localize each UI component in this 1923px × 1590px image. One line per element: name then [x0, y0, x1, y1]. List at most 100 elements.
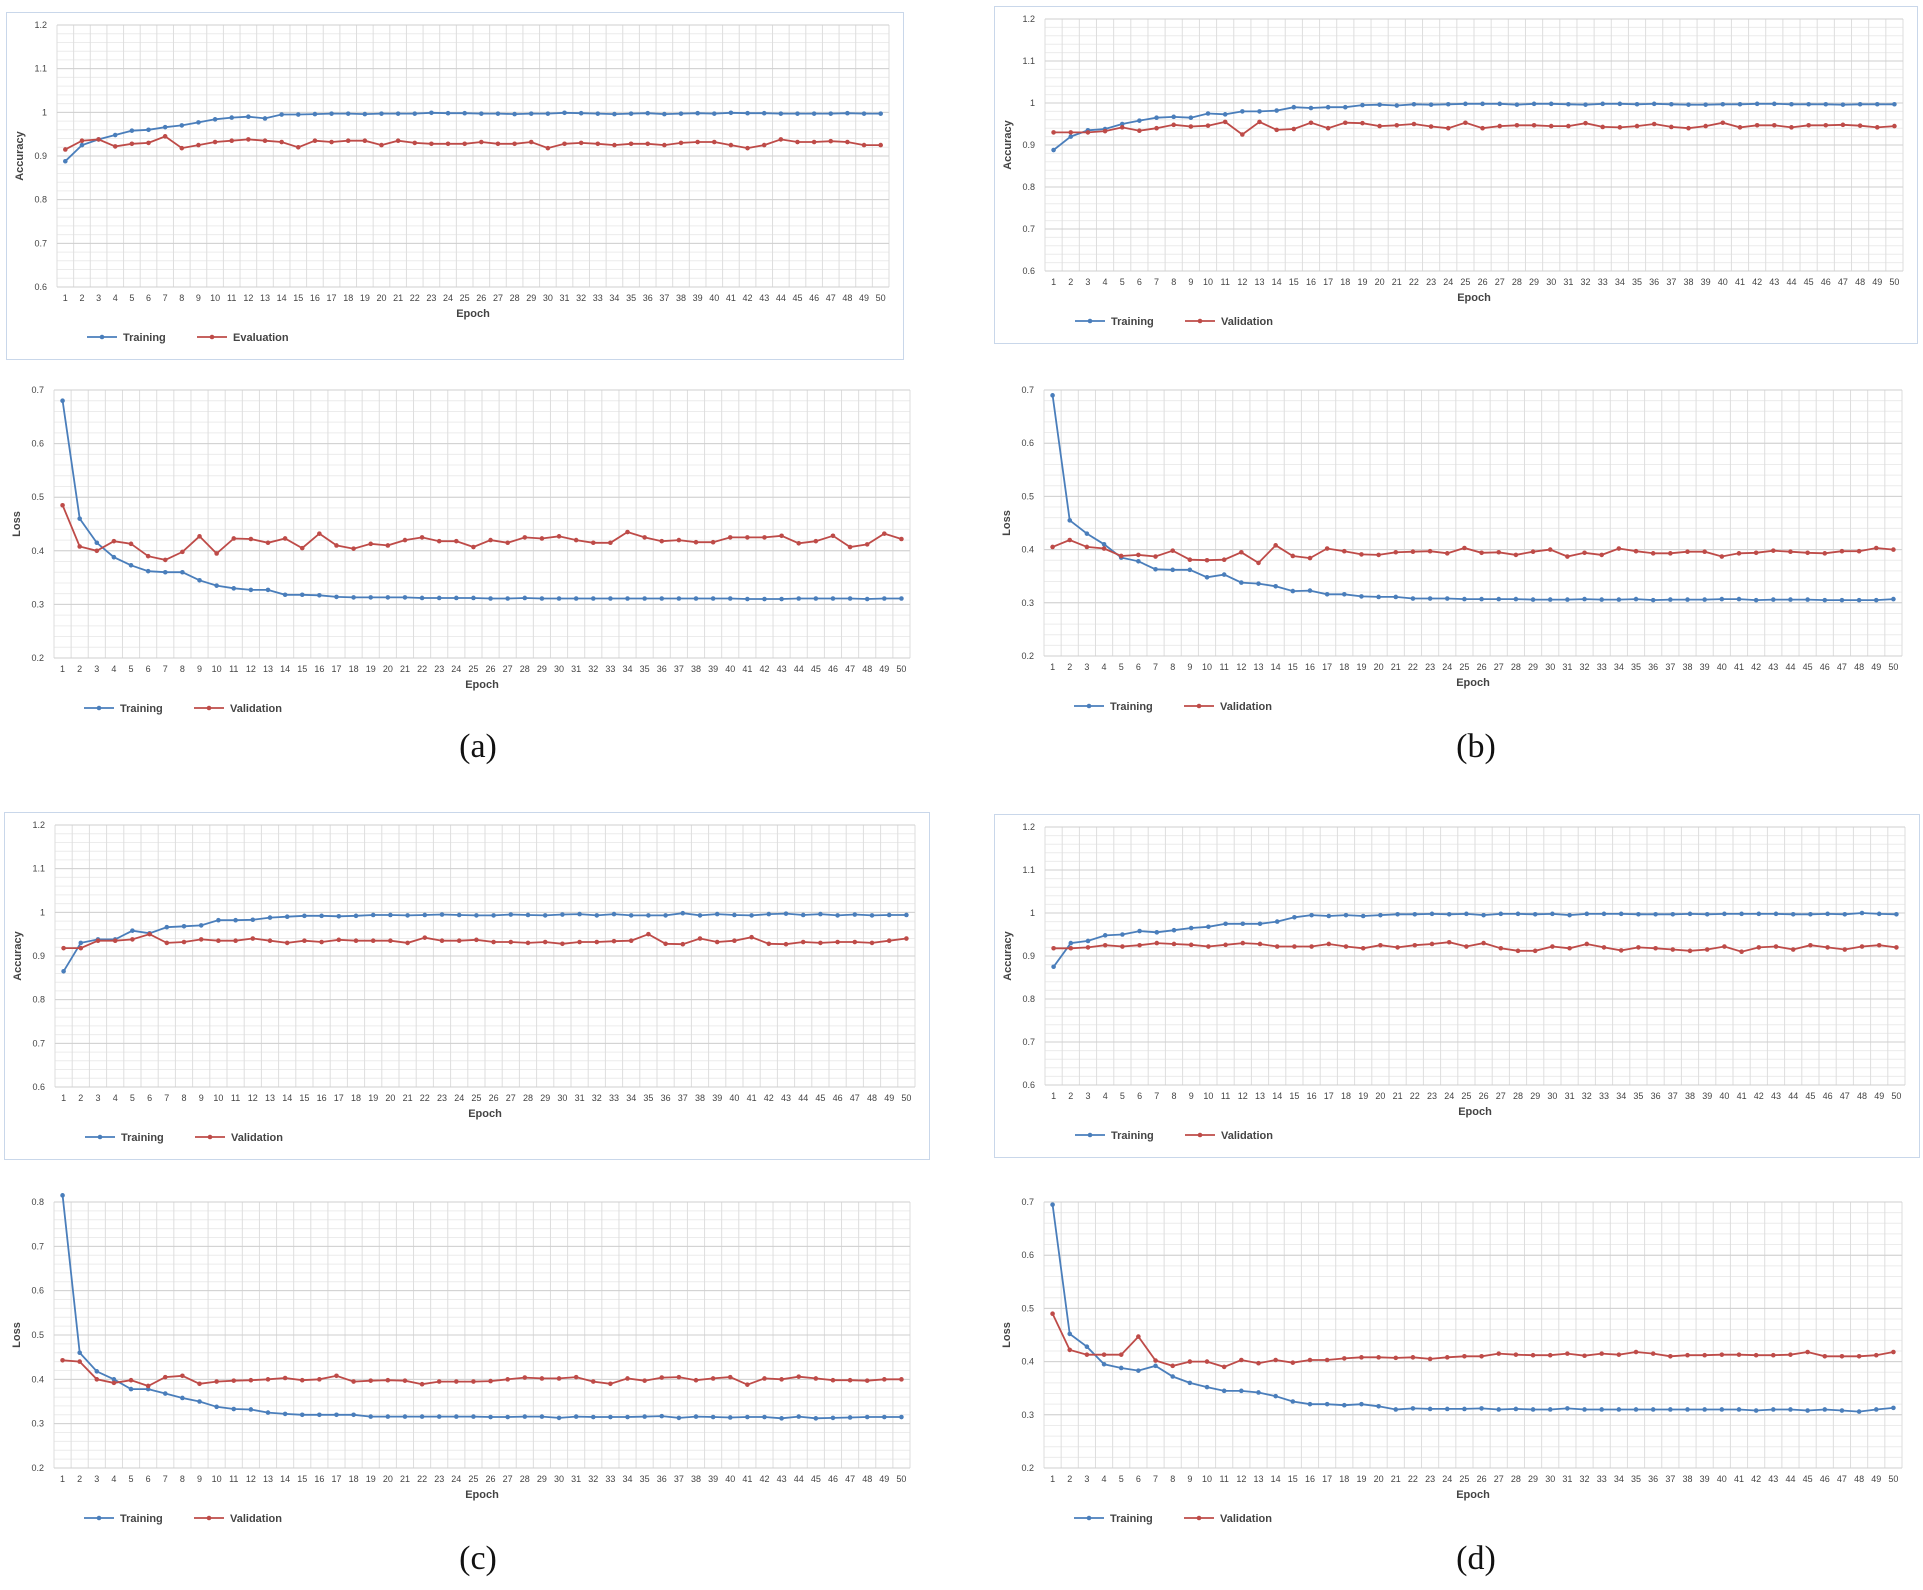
- data-point: [813, 1416, 819, 1421]
- data-point: [1515, 948, 1521, 954]
- data-point: [1513, 1352, 1519, 1357]
- legend-marker: [97, 1134, 103, 1140]
- y-tick-label: 0.6: [1021, 438, 1034, 448]
- data-point: [162, 557, 168, 563]
- x-tick-label: 11: [1220, 662, 1229, 672]
- data-point: [659, 1413, 665, 1419]
- data-point: [1773, 944, 1779, 949]
- data-point: [625, 1376, 630, 1381]
- x-tick-label: 27: [503, 664, 513, 674]
- x-tick-label: 14: [280, 664, 290, 674]
- data-point: [1171, 122, 1176, 128]
- data-point: [680, 941, 686, 947]
- x-tick-label: 44: [1788, 1091, 1798, 1101]
- x-tick-label: 12: [246, 664, 256, 674]
- x-tick-label: 41: [726, 293, 736, 303]
- data-point: [1532, 911, 1538, 917]
- data-point: [1101, 1352, 1107, 1357]
- x-tick-label: 23: [434, 1474, 444, 1484]
- x-tick-label: 29: [526, 293, 536, 303]
- data-point: [1118, 1352, 1124, 1357]
- x-tick-label: 48: [842, 293, 852, 303]
- x-tick-label: 35: [1632, 277, 1642, 287]
- x-tick-label: 35: [640, 1474, 650, 1484]
- x-tick-label: 38: [1682, 1474, 1692, 1484]
- data-point: [1326, 941, 1332, 947]
- data-point: [1239, 1357, 1244, 1363]
- x-tick-label: 29: [1528, 662, 1538, 672]
- data-point: [94, 1377, 100, 1382]
- data-point: [1393, 594, 1399, 600]
- data-point: [1274, 108, 1279, 113]
- data-point: [1857, 123, 1863, 128]
- data-point: [180, 569, 185, 575]
- x-tick-label: 1: [1051, 1091, 1056, 1101]
- data-point: [1395, 945, 1400, 950]
- x-tick-label: 28: [1512, 277, 1522, 287]
- x-tick-label: 29: [1528, 1474, 1538, 1484]
- data-point: [1154, 125, 1159, 131]
- data-point: [334, 543, 339, 548]
- data-point: [1736, 551, 1742, 556]
- x-tick-label: 45: [792, 293, 802, 303]
- x-tick-label: 38: [1683, 277, 1693, 287]
- x-tick-label: 14: [280, 1474, 290, 1484]
- data-point: [1891, 1349, 1896, 1355]
- data-point: [164, 940, 170, 946]
- data-point: [1805, 597, 1810, 602]
- x-tick-label: 34: [609, 293, 619, 303]
- x-tick-label: 26: [1477, 1474, 1487, 1484]
- data-point: [1393, 1355, 1399, 1361]
- data-point: [1221, 557, 1227, 563]
- data-point: [628, 913, 634, 918]
- series-line-validation: [1052, 539, 1894, 565]
- x-tick-label: 2: [1068, 1091, 1073, 1101]
- x-tick-label: 48: [1854, 662, 1864, 672]
- data-point: [1618, 911, 1624, 917]
- data-point: [1068, 940, 1074, 946]
- data-point: [1292, 944, 1297, 949]
- y-tick-label: 0.7: [34, 238, 47, 248]
- legend-marker: [206, 1515, 212, 1521]
- chart-b-loss: 0.2 0.3 0.4 0.5 0.6 0.7 1 2 3 4 5 6 7 8 9 10 11 12 13 14 15 1…: [994, 378, 1916, 728]
- x-tick-label: 14: [1271, 662, 1281, 672]
- x-tick-label: 9: [1189, 1091, 1194, 1101]
- data-point: [1204, 557, 1210, 563]
- data-point: [419, 535, 425, 540]
- data-point: [1805, 1408, 1810, 1413]
- data-point: [1170, 567, 1175, 573]
- data-point: [749, 913, 754, 918]
- x-tick-label: 7: [164, 1093, 169, 1103]
- data-point: [345, 138, 351, 144]
- x-tick-label: 38: [691, 1474, 701, 1484]
- data-point: [864, 596, 870, 602]
- data-point: [1566, 101, 1571, 107]
- data-point: [1204, 1359, 1210, 1364]
- x-tick-label: 25: [1459, 662, 1469, 672]
- data-point: [783, 941, 789, 947]
- data-point: [351, 1412, 356, 1418]
- chart-svg: 0.60.70.80.911.11.21 2 3 4 5 6 7 8 9 10 11 12 13 14 15…: [1002, 822, 1906, 1142]
- data-point: [1668, 597, 1673, 602]
- x-tick-label: 25: [468, 664, 478, 674]
- x-tick-label: 8: [1171, 1091, 1176, 1101]
- data-point: [1753, 550, 1759, 556]
- x-tick-label: 17: [1324, 1091, 1334, 1101]
- x-tick-label: 3: [1084, 1474, 1089, 1484]
- x-tick-label: 41: [1734, 662, 1744, 672]
- data-point: [642, 596, 647, 601]
- x-tick-label: 6: [1136, 1474, 1141, 1484]
- x-tick-label: 15: [1288, 662, 1298, 672]
- x-tick-label: 46: [1823, 1091, 1833, 1101]
- x-tick-label: 18: [349, 1474, 359, 1484]
- x-tick-label: 46: [828, 664, 838, 674]
- x-tick-label: 47: [826, 293, 836, 303]
- x-tick-label: 5: [129, 664, 134, 674]
- series-line-training: [1053, 102, 1895, 151]
- data-point: [111, 1380, 117, 1386]
- x-tick-label: 41: [1735, 277, 1745, 287]
- data-point: [1427, 548, 1433, 554]
- data-point: [1788, 549, 1793, 555]
- data-point: [419, 1381, 425, 1387]
- data-point: [233, 938, 238, 944]
